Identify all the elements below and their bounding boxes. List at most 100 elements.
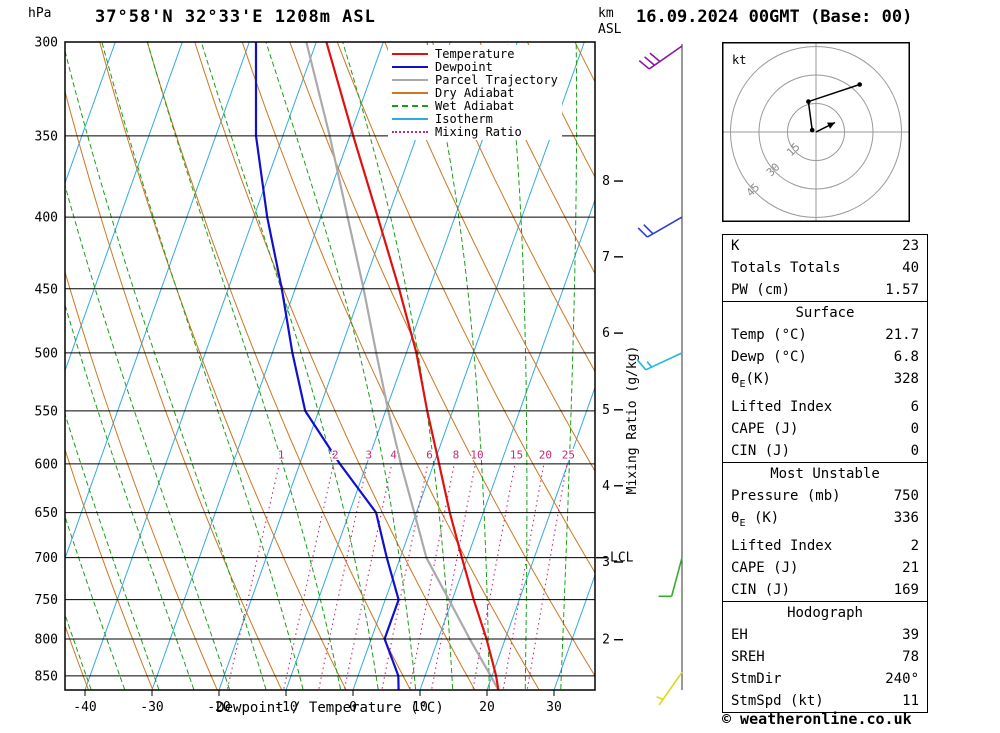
chart-legend: Temperature Dewpoint Parcel Trajectory Dry …: [388, 45, 562, 140]
lcl-label: LCL: [610, 551, 634, 566]
mixing-ratio-labels: 1 2 3 4 6 8 10 15 20 25: [276, 447, 576, 463]
table-row: θE (K) 336: [723, 507, 927, 535]
hodo-ring: [787, 103, 845, 161]
mixing-ratio-value-label: 8: [453, 449, 460, 462]
legend-item: Wet Adiabat: [392, 99, 558, 112]
km-tick-label: 8: [602, 174, 610, 189]
table-row: Temp (°C) 21.7: [723, 324, 927, 346]
km-tick-label: 4: [602, 479, 610, 494]
table-row-label: Lifted Index: [731, 537, 833, 554]
table-row-label: PW (cm): [731, 282, 791, 298]
table-row: CIN (J) 169: [723, 579, 927, 601]
table-row: CAPE (J) 0: [723, 418, 927, 440]
wind-barb: [638, 45, 683, 70]
mixing-ratio-lines: [226, 463, 568, 689]
legend-label: Temperature: [435, 46, 515, 61]
table-row-value: 6: [910, 398, 919, 415]
temp-tick-label: 30: [546, 700, 562, 715]
wind-barb: [658, 557, 683, 598]
table-row-label: StmDir: [731, 670, 782, 687]
temp-tick-label: -20: [207, 700, 230, 715]
hodo-ring: [730, 46, 902, 218]
table-row: Lifted Index 6: [723, 396, 927, 418]
table-row: CAPE (J) 21: [723, 557, 927, 579]
mixing-ratio-value-label: 3: [366, 449, 373, 462]
table-header: Surface: [795, 305, 855, 321]
table-row-label: Dewp (°C): [731, 349, 807, 365]
table-row: CIN (J) 0: [723, 440, 927, 462]
wind-barb: [656, 671, 683, 706]
isotherm-lines: [65, 42, 595, 690]
table-row: StmDir 240°: [723, 668, 927, 690]
legend-line-sample: [392, 117, 428, 120]
table-row-label: K: [731, 238, 740, 254]
right-axis-label: Mixing Ratio (g/kg): [625, 346, 640, 495]
table-row-label: Totals Totals: [731, 260, 841, 276]
hodo-border: [722, 42, 910, 222]
table-row: Totals Totals 40: [723, 257, 927, 279]
legend-label: Mixing Ratio: [435, 124, 522, 139]
legend-label: Dry Adiabat: [435, 85, 515, 100]
pressure-tick-label: 800: [35, 632, 58, 647]
indices-tables: K 23 Totals Totals 40 PW (cm) 1.57 Surface Temp…: [722, 234, 928, 713]
table-row-value: 750: [893, 487, 919, 504]
hodo-unit-label: kt: [732, 53, 746, 67]
table-row-label: Pressure (mb): [731, 487, 841, 504]
wind-barbs: [636, 44, 683, 706]
temp-tick-label: 10: [412, 700, 428, 715]
table-header: Hodograph: [787, 604, 863, 621]
legend-item: Isotherm: [392, 112, 558, 125]
station-title: 37°58'N 32°33'E 1208m ASL: [95, 7, 376, 27]
table-row: PW (cm) 1.57: [723, 279, 927, 301]
table-row-label: θE (K): [731, 509, 780, 529]
pressure-tick-label: 700: [35, 551, 58, 566]
table-row: EH 39: [723, 624, 927, 646]
km-tick-label: 5: [602, 403, 610, 418]
legend-item: Mixing Ratio: [392, 125, 558, 138]
storm-motion-arrowhead: [827, 122, 835, 129]
table-row: Pressure (mb) 750: [723, 485, 927, 507]
pressure-unit-label: hPa: [28, 6, 52, 21]
legend-line-sample: [392, 91, 428, 94]
temp-tick-label: 20: [479, 700, 495, 715]
km-axis: 8 7 6 5 4 3 2 LCL Mixing Ratio (g/kg): [596, 174, 640, 648]
legend-item: Parcel Trajectory: [392, 73, 558, 86]
km-unit-line2: ASL: [598, 22, 622, 37]
pressure-tick-label: 750: [35, 593, 58, 608]
pressure-tick-label: 400: [35, 211, 58, 226]
table-row-value: 21: [902, 559, 919, 576]
table-row-value: 21.7: [885, 327, 919, 343]
pressure-tick-label: 600: [35, 457, 58, 472]
table-row-value: 40: [902, 260, 919, 276]
table-row-value: 78: [902, 648, 919, 665]
table-row-label: θE(K): [731, 371, 771, 390]
legend-label: Dewpoint: [435, 59, 493, 74]
legend-line-sample: [392, 65, 428, 68]
table-row: K 23: [723, 235, 927, 257]
table-row-value: 6.8: [893, 349, 919, 365]
table-row-value: 39: [902, 626, 919, 643]
table-header: Most Unstable: [770, 465, 880, 482]
hodo-ring-label: 15: [784, 140, 803, 159]
table-row-label: Temp (°C): [731, 327, 807, 343]
wet-adiabat-lines: [65, 42, 578, 690]
indices-table-most-unstable: Most Unstable Pressure (mb) 750 θE (K) 336 Li…: [722, 461, 928, 602]
pressure-tick-label: 850: [35, 669, 58, 684]
pressure-tick-label: 300: [35, 36, 58, 51]
hodo-trace-point: [806, 99, 811, 104]
wind-barb: [637, 216, 683, 238]
mixing-ratio-value-label: 25: [562, 449, 575, 462]
table-row-value: 0: [910, 442, 919, 459]
table-row-label: CAPE (J): [731, 420, 799, 437]
indices-table: K 23 Totals Totals 40 PW (cm) 1.57: [722, 234, 928, 302]
table-row-label: CIN (J): [731, 442, 791, 459]
legend-line-sample: [392, 52, 428, 55]
table-row-label: StmSpd (kt): [731, 692, 824, 709]
mixing-ratio-value-label: 15: [510, 449, 523, 462]
km-tick-label: 7: [602, 250, 610, 265]
legend-item: Dry Adiabat: [392, 86, 558, 99]
mixing-ratio-value-label: 1: [278, 449, 285, 462]
table-row-label: EH: [731, 626, 748, 643]
